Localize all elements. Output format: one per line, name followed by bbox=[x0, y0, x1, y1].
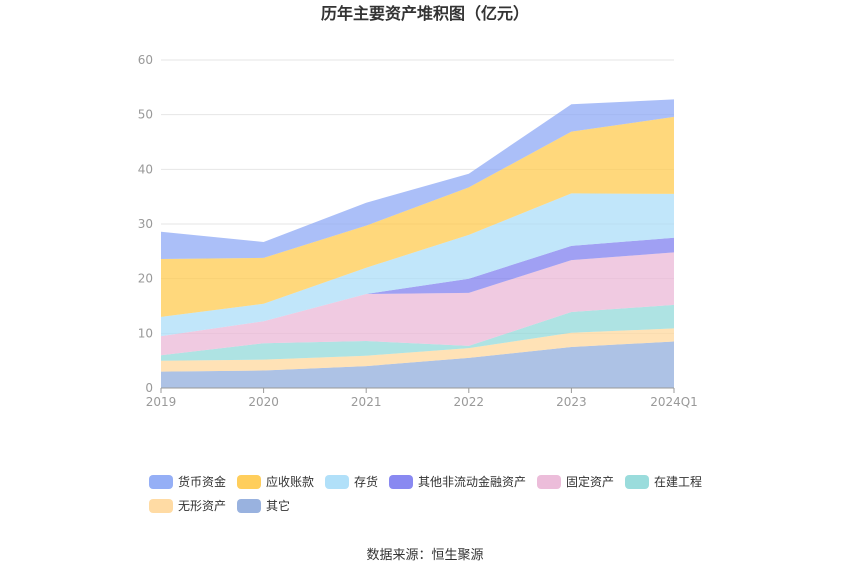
x-tick-label: 2021 bbox=[351, 395, 382, 409]
legend-label: 在建工程 bbox=[654, 474, 702, 489]
source-label: 数据来源：恒生聚源 bbox=[366, 548, 483, 563]
legend-swatch bbox=[625, 475, 649, 489]
chart-title: 历年主要资产堆积图（亿元） bbox=[321, 4, 529, 23]
legend-item: 存货 bbox=[325, 474, 378, 489]
legend-label: 应收账款 bbox=[266, 474, 314, 489]
legend-swatch bbox=[325, 475, 349, 489]
legend-swatch bbox=[237, 475, 261, 489]
area-3 bbox=[161, 304, 674, 361]
area-1 bbox=[161, 341, 674, 388]
legend-item: 无形资产 bbox=[149, 499, 226, 513]
legend-swatch bbox=[237, 499, 261, 513]
x-tick-label: 2023 bbox=[556, 395, 587, 409]
y-tick-label: 60 bbox=[138, 53, 153, 67]
legend-label: 其它 bbox=[266, 498, 290, 513]
y-tick-label: 50 bbox=[138, 108, 153, 122]
legend-label: 货币资金 bbox=[178, 474, 226, 489]
y-tick-label: 30 bbox=[138, 217, 153, 231]
x-tick-label: 2022 bbox=[454, 395, 485, 409]
legend-label: 固定资产 bbox=[566, 474, 614, 489]
axes: 0 10 20 30 40 50 60 2019 2020 2021 2022 2023 2024Q1 bbox=[138, 53, 698, 409]
area-series bbox=[161, 99, 674, 388]
y-tick-label: 40 bbox=[138, 162, 153, 176]
legend-swatch bbox=[389, 475, 413, 489]
legend-label: 其他非流动金融资产 bbox=[418, 474, 526, 489]
legend-item: 其他非流动金融资产 bbox=[389, 474, 526, 489]
legend-item: 固定资产 bbox=[537, 474, 614, 489]
area-2 bbox=[161, 328, 674, 372]
legend-swatch bbox=[537, 475, 561, 489]
legend-item: 在建工程 bbox=[625, 474, 702, 489]
x-tick-label: 2020 bbox=[248, 395, 279, 409]
x-tick-label: 2019 bbox=[146, 395, 177, 409]
area-5 bbox=[161, 237, 674, 337]
area-6 bbox=[161, 193, 674, 337]
legend-label: 无形资产 bbox=[178, 499, 226, 513]
y-tick-label: 20 bbox=[138, 272, 153, 286]
area-8 bbox=[161, 99, 674, 260]
legend-item: 货币资金 bbox=[149, 474, 226, 489]
legend-swatch bbox=[149, 475, 173, 489]
legend-label: 存货 bbox=[354, 474, 378, 489]
area-4 bbox=[161, 252, 674, 356]
legend-swatch bbox=[149, 499, 173, 513]
x-tick-label: 2024Q1 bbox=[650, 395, 698, 409]
y-tick-label: 0 bbox=[145, 381, 153, 395]
area-7 bbox=[161, 116, 674, 317]
legend-item: 其它 bbox=[237, 498, 290, 513]
y-tick-label: 10 bbox=[138, 326, 153, 340]
legend-item: 应收账款 bbox=[237, 474, 314, 489]
